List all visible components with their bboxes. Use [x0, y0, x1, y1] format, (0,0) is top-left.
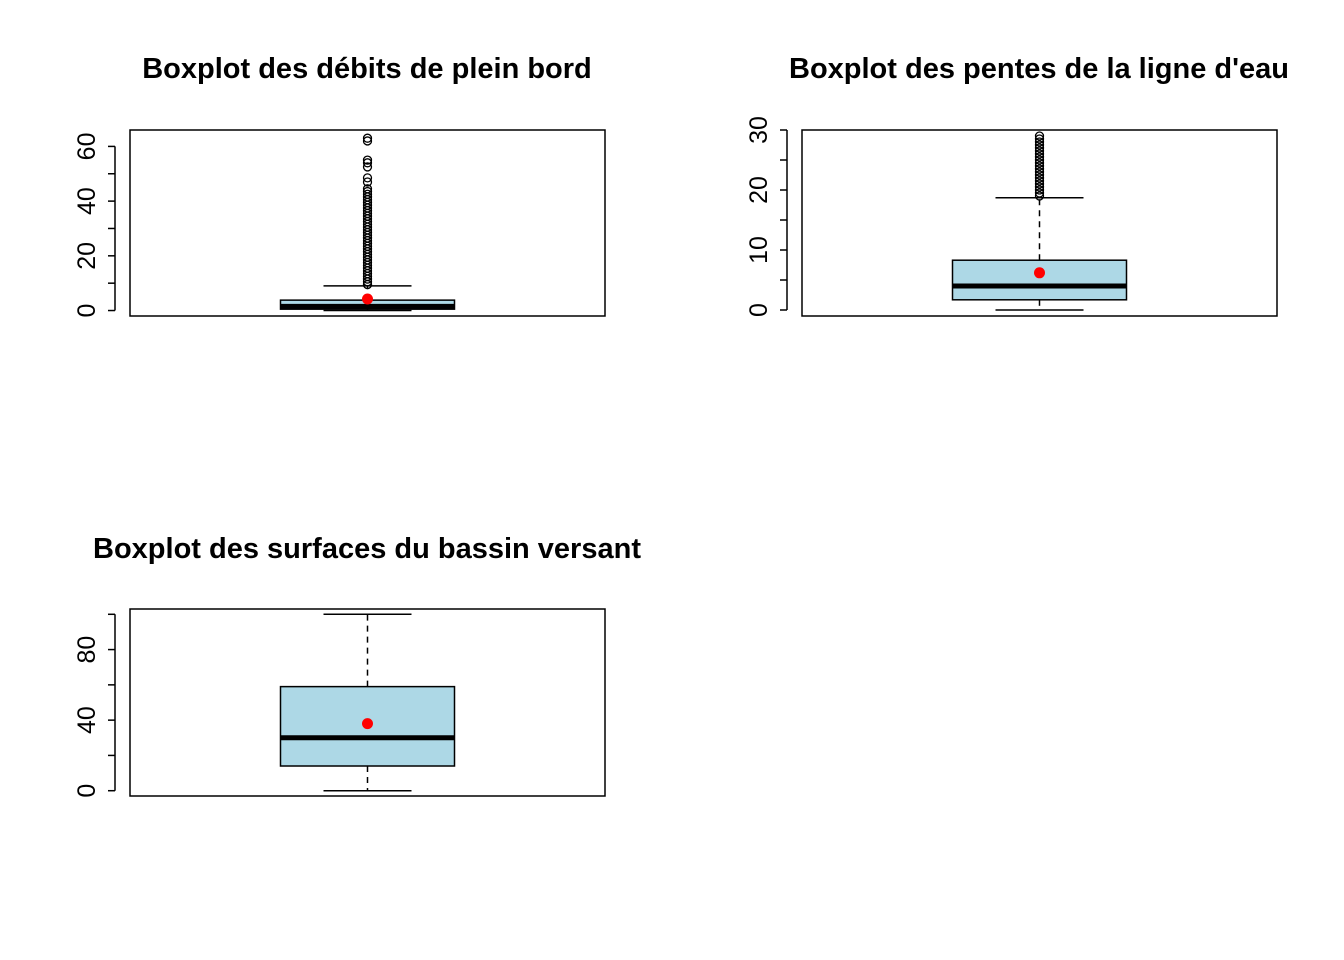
y-tick-label: 0: [73, 784, 101, 798]
y-tick-label: 20: [73, 242, 101, 270]
outlier-point: [1034, 146, 1045, 156]
y-tick-label: 40: [73, 706, 101, 734]
outlier-point: [1034, 143, 1045, 153]
y-tick-label: 10: [745, 236, 773, 264]
outlier-point: [1034, 155, 1045, 165]
outlier-point: [1034, 158, 1045, 168]
chart-title: Boxplot des débits de plein bord: [142, 53, 592, 85]
mean-point: [1034, 267, 1045, 279]
panel-surfaces: Boxplot des surfaces du bassin versant 0…: [73, 533, 641, 798]
outlier-point: [362, 173, 373, 183]
y-tick-label: 20: [745, 176, 773, 204]
y-tick-label: 0: [745, 303, 773, 317]
outlier-point: [1034, 161, 1045, 171]
outlier-point: [362, 133, 373, 143]
outlier-point: [1034, 176, 1045, 186]
outlier-point: [362, 189, 373, 199]
y-tick-label: 40: [73, 187, 101, 215]
outlier-point: [1034, 185, 1045, 195]
plot-frame: [129, 608, 606, 797]
outlier-point: [1034, 137, 1045, 147]
outlier-point: [1034, 170, 1045, 180]
y-tick-label: 0: [73, 304, 101, 318]
plot-marks: 0 20 40 60: [73, 133, 456, 318]
outlier-point: [362, 184, 373, 194]
outlier-point: [1034, 131, 1045, 141]
outlier-point: [1034, 152, 1045, 162]
outlier-point: [362, 177, 373, 187]
outlier-point: [362, 136, 373, 146]
chart-title: Boxplot des pentes de la ligne d'eau: [789, 53, 1289, 85]
outlier-point: [1034, 191, 1045, 201]
panel-pentes: Boxplot des pentes de la ligne d'eau 0 10…: [745, 53, 1289, 317]
outlier-point: [1034, 167, 1045, 177]
plot-frame: [129, 129, 606, 317]
plot-marks: 0 10 20 30: [745, 116, 1128, 317]
outlier-point: [1034, 182, 1045, 192]
y-tick-label: 80: [73, 636, 101, 664]
outlier-point: [362, 158, 373, 168]
panel-debits: Boxplot des débits de plein bord 0 20 40 60: [73, 53, 606, 318]
outlier-point: [362, 186, 373, 197]
y-tick-label: 60: [73, 133, 101, 161]
iqr-box: [951, 259, 1128, 301]
y-tick-label: 30: [745, 116, 773, 144]
mean-point: [362, 293, 373, 305]
outlier-point: [1034, 140, 1045, 150]
outlier-point: [1034, 149, 1045, 159]
outlier-point: [1034, 164, 1045, 174]
chart-title: Boxplot des surfaces du bassin versant: [93, 533, 641, 565]
plot-frame: [801, 129, 1278, 317]
outlier-point: [1034, 134, 1045, 144]
outlier-point: [1034, 179, 1045, 189]
plot-marks: 0 40 80: [73, 613, 456, 798]
outlier-point: [1034, 173, 1045, 183]
outlier-point: [1034, 188, 1045, 198]
outlier-point: [362, 162, 373, 172]
outlier-point: [362, 155, 373, 165]
mean-point: [362, 718, 373, 730]
